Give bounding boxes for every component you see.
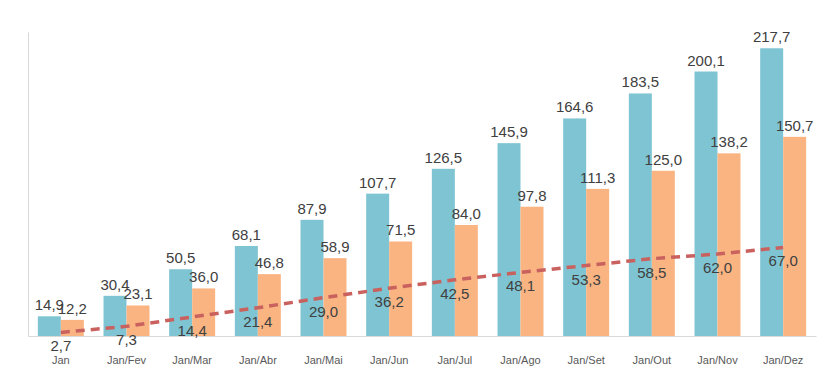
tick-label: Jan/Fev — [107, 354, 147, 366]
data-labels: 14,930,450,568,187,9107,7126,5145,9164,6… — [35, 28, 814, 354]
data-label: 42,5 — [440, 285, 469, 302]
data-label: 107,7 — [359, 174, 397, 191]
tick: Jan/Jul — [437, 336, 472, 366]
x-axis: Jan Jan/Fev Jan/Mar Jan/Abr Jan/Mai Jan/Jun Ja… — [29, 336, 817, 366]
bar — [563, 118, 586, 336]
data-label: 87,9 — [297, 200, 326, 217]
data-label: 53,3 — [572, 271, 601, 288]
tick-label: Jan/Set — [568, 354, 605, 366]
data-label: 21,4 — [243, 313, 272, 330]
data-label: 46,8 — [255, 254, 284, 271]
data-label: 138,2 — [710, 133, 748, 150]
bar — [38, 316, 61, 336]
data-label: 97,8 — [517, 187, 546, 204]
data-label: 84,0 — [452, 205, 481, 222]
tick: Jan/Jun — [370, 336, 409, 366]
tick: Jan/Abr — [239, 336, 277, 366]
bar — [760, 48, 783, 336]
tick-label: Jan/Jul — [437, 354, 472, 366]
y-axis — [28, 33, 29, 337]
data-label: 62,0 — [703, 259, 732, 276]
data-label: 23,1 — [123, 285, 152, 302]
data-label: 164,6 — [556, 98, 594, 115]
data-label: 67,0 — [769, 252, 798, 269]
tick-label: Jan/Mar — [172, 354, 212, 366]
chart: Jan Jan/Fev Jan/Mar Jan/Abr Jan/Mai Jan/Jun Ja… — [0, 0, 818, 373]
data-label: 7,3 — [116, 331, 137, 348]
data-label: 29,0 — [309, 303, 338, 320]
data-label: 150,7 — [776, 117, 814, 134]
data-label: 12,2 — [58, 300, 87, 317]
bar — [629, 93, 652, 336]
tick-label: Jan/Mai — [304, 354, 343, 366]
tick-label: Jan/Dez — [763, 354, 803, 366]
tick: Jan/Dez — [763, 336, 803, 366]
tick: Jan/Mar — [172, 336, 212, 366]
tick: Jan/Nov — [697, 336, 738, 366]
data-label: 2,7 — [50, 337, 71, 354]
tick: Jan/Out — [633, 336, 672, 366]
tick: Jan/Set — [568, 336, 605, 366]
bar-series — [61, 137, 806, 336]
data-label: 68,1 — [232, 226, 261, 243]
data-label: 36,0 — [189, 268, 218, 285]
tick-label: Jan — [52, 354, 70, 366]
bar — [455, 225, 478, 336]
data-label: 125,0 — [645, 151, 683, 168]
bar — [718, 153, 741, 336]
bar — [695, 72, 718, 336]
data-label: 183,5 — [622, 73, 660, 90]
tick-label: Jan/Out — [633, 354, 672, 366]
bar — [652, 171, 675, 336]
tick-label: Jan/Abr — [239, 354, 277, 366]
data-label: 126,5 — [425, 149, 463, 166]
data-label: 58,5 — [637, 264, 666, 281]
data-label: 14,4 — [178, 322, 207, 339]
data-label: 145,9 — [490, 123, 528, 140]
bar — [366, 194, 389, 336]
data-label: 58,9 — [320, 238, 349, 255]
plot-area — [38, 48, 806, 336]
axis-line — [29, 336, 817, 337]
data-label: 71,5 — [386, 221, 415, 238]
line — [61, 247, 783, 332]
tick-label: Jan/Nov — [697, 354, 738, 366]
bar — [586, 189, 609, 336]
bar — [498, 143, 521, 336]
bar — [432, 169, 455, 336]
tick: Jan/Mai — [304, 336, 343, 366]
tick-label: Jan/Jun — [370, 354, 409, 366]
data-label: 111,3 — [580, 169, 615, 186]
tick-label: Jan/Ago — [500, 354, 540, 366]
data-label: 200,1 — [687, 52, 725, 69]
data-label: 217,7 — [753, 28, 791, 45]
axis-line — [28, 33, 29, 337]
tick: Jan/Ago — [500, 336, 540, 366]
bar-series — [38, 48, 783, 336]
data-label: 36,2 — [375, 293, 404, 310]
data-label: 48,1 — [506, 277, 535, 294]
bar — [783, 137, 806, 336]
data-label: 50,5 — [166, 249, 195, 266]
